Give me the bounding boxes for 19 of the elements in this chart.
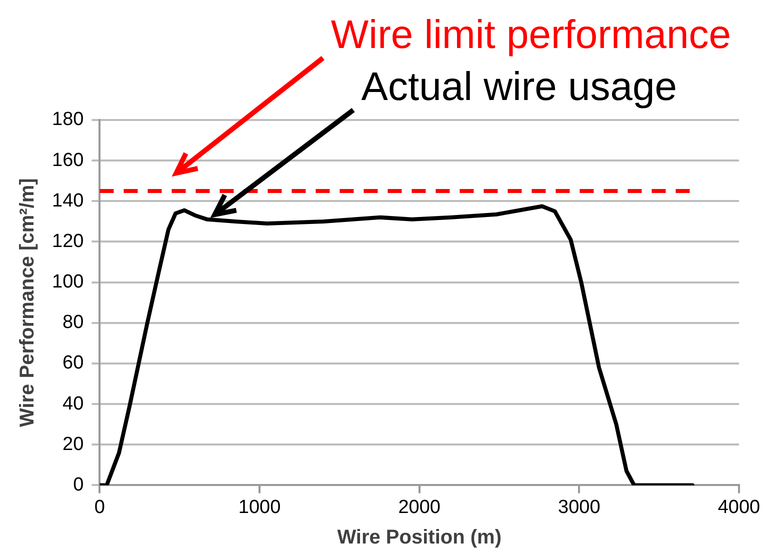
x-tick-label: 0	[94, 496, 105, 518]
y-tick-label: 140	[52, 190, 84, 212]
y-tick-label: 160	[52, 150, 84, 171]
y-tick-label: 80	[62, 312, 84, 334]
y-tick-label: 120	[52, 230, 84, 252]
y-tick-label: 100	[52, 272, 84, 293]
y-tick-label: 180	[52, 109, 84, 130]
annotation: Actual wire usage	[361, 65, 678, 109]
y-axis-title: Wire Performance [cm²/m]	[16, 178, 39, 427]
x-tick-label: 2000	[398, 496, 440, 518]
x-axis-title: Wire Position (m)	[337, 526, 502, 549]
y-tick-label: 0	[73, 474, 84, 496]
y-tick-label: 40	[62, 393, 84, 414]
text: Wire limit performance	[330, 13, 731, 57]
y-tick-label: 60	[62, 352, 84, 374]
x-tick-label: 3000	[558, 496, 600, 518]
x-tick-label: 1000	[238, 496, 281, 518]
y-tick-label: 20	[62, 434, 84, 455]
x-tick-label: 4000	[718, 496, 760, 518]
